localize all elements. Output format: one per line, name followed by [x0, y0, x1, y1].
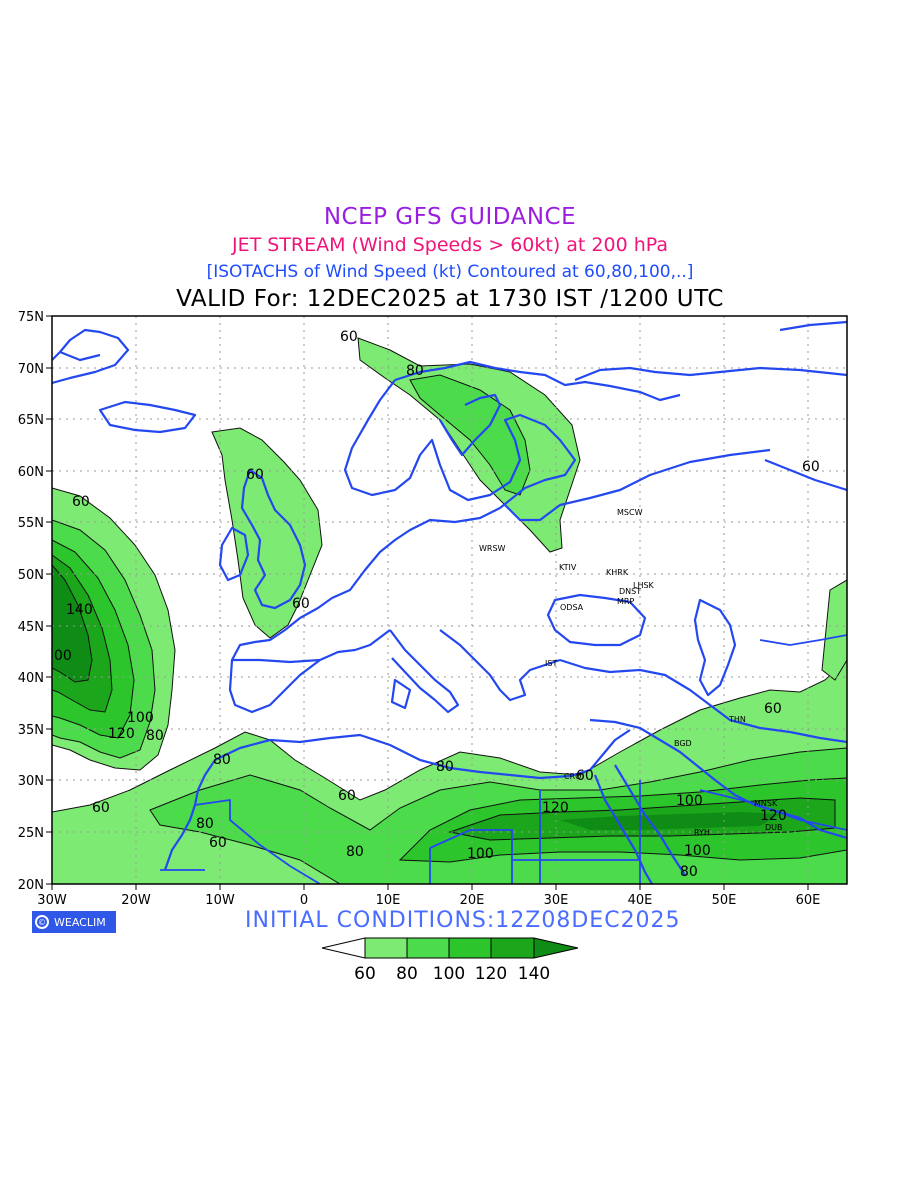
- initial-conditions: INITIAL CONDITIONS:12Z08DEC2025: [245, 908, 681, 933]
- contour-label: 120: [108, 726, 135, 742]
- contour-label: 80: [346, 844, 364, 860]
- contour-label: 80: [146, 728, 164, 744]
- lat-tick-label: 75N: [18, 310, 44, 325]
- city-label: CRO: [564, 772, 581, 781]
- lon-tick-label: 30E: [544, 893, 569, 908]
- lat-tick-label: 70N: [18, 362, 44, 377]
- city-label: WRSW: [479, 544, 506, 553]
- city-label: MSCW: [617, 508, 643, 517]
- lon-tick-label: 0: [300, 893, 308, 908]
- city-label: RYH: [694, 828, 710, 837]
- contour-label: 80: [213, 752, 231, 768]
- contour-label: 100: [127, 710, 154, 726]
- contour-label: 120: [760, 808, 787, 824]
- contour-label: 60: [576, 768, 594, 784]
- legend-swatch-100-120: [448, 937, 492, 959]
- axis-ticks: [46, 315, 809, 890]
- isotach-region-britain: [211, 427, 323, 639]
- color-legend: [321, 937, 579, 959]
- legend-label: 100: [433, 964, 465, 984]
- longitude-labels: 30W 20W 10W 0 10E 20E 30E 40E 50E 60E: [37, 893, 820, 908]
- contour-label: 60: [292, 596, 310, 612]
- isotach-region-scandinavia: [357, 337, 581, 553]
- lat-tick-label: 55N: [18, 516, 44, 531]
- contour-label: 60: [802, 459, 820, 475]
- title-valid-time: VALID For: 12DEC2025 at 1730 IST /1200 U…: [176, 286, 724, 312]
- contour-label: 60: [340, 329, 358, 345]
- coastlines: [52, 320, 847, 884]
- contour-label: 80: [436, 759, 454, 775]
- contour-label: 60: [338, 788, 356, 804]
- contour-label: 100: [467, 846, 494, 862]
- lon-tick-label: 50E: [712, 893, 737, 908]
- lon-tick-label: 40E: [628, 893, 653, 908]
- lat-tick-label: 45N: [18, 620, 44, 635]
- contour-label: 60: [246, 467, 264, 483]
- lat-tick-label: 35N: [18, 723, 44, 738]
- isotach-region-atlantic-east: [821, 579, 847, 681]
- contour-label: 80: [196, 816, 214, 832]
- city-label: DNST: [619, 587, 641, 596]
- city-label: KTIV: [559, 563, 577, 572]
- contour-label: 60: [72, 494, 90, 510]
- title-ncep-gfs: NCEP GFS GUIDANCE: [323, 204, 577, 230]
- contour-label: 120: [542, 800, 569, 816]
- isotach-region-atlantic-140: [52, 564, 93, 683]
- lat-tick-label: 20N: [18, 878, 44, 893]
- contour-label: 60: [92, 800, 110, 816]
- lon-tick-label: 10E: [376, 893, 401, 908]
- lon-tick-label: 60E: [796, 893, 821, 908]
- lat-tick-label: 60N: [18, 465, 44, 480]
- city-label: LHSK: [633, 581, 655, 590]
- legend-swatch-60-80: [364, 937, 408, 959]
- contour-label: 60: [764, 701, 782, 717]
- lat-tick-label: 40N: [18, 671, 44, 686]
- logo-text: WEACLIM: [54, 915, 106, 929]
- lon-tick-label: 10W: [205, 893, 235, 908]
- lon-tick-label: 20W: [121, 893, 151, 908]
- map-frame: [51, 315, 848, 885]
- city-label: IST: [545, 659, 557, 668]
- city-label: ODSA: [560, 603, 584, 612]
- lon-tick-label: 20E: [460, 893, 485, 908]
- copyright-ring-icon: ©: [35, 915, 49, 929]
- lat-tick-label: 50N: [18, 568, 44, 583]
- city-labels: MSCW WRSW KTIV KHRK LHSK DNST MRP ODSA I…: [479, 508, 783, 837]
- map-plot-area: 60 80 60 60 60 140 00 100 120 80 80 60 8…: [52, 316, 847, 884]
- contour-label: 80: [680, 864, 698, 880]
- contour-label: 100: [676, 793, 703, 809]
- legend-swatch-below-60: [321, 937, 366, 959]
- contour-label: 00: [54, 648, 72, 664]
- legend-label: 140: [518, 964, 550, 984]
- contour-label: 140: [66, 602, 93, 618]
- legend-swatch-80-100: [406, 937, 450, 959]
- city-label: MRP: [617, 597, 634, 606]
- contour-label: 80: [406, 363, 424, 379]
- city-label: BGD: [674, 739, 692, 748]
- legend-label: 80: [396, 964, 418, 984]
- city-label: MNSK: [754, 799, 778, 808]
- legend-swatch-above-140: [533, 937, 579, 959]
- title-isotachs: [ISOTACHS of Wind Speed (kt) Contoured a…: [206, 262, 694, 282]
- legend-swatch-120-140: [490, 937, 535, 959]
- legend-labels: 60 80 100 120 140: [354, 964, 550, 984]
- city-label: KHRK: [606, 568, 629, 577]
- city-label: DUB: [765, 823, 783, 832]
- lat-tick-label: 30N: [18, 774, 44, 789]
- lon-tick-label: 30W: [37, 893, 67, 908]
- lat-tick-label: 25N: [18, 826, 44, 841]
- contour-label: 100: [684, 843, 711, 859]
- lat-tick-label: 65N: [18, 413, 44, 428]
- title-jet-stream: JET STREAM (Wind Speeds > 60kt) at 200 h…: [231, 234, 669, 256]
- city-label: THN: [728, 715, 746, 724]
- legend-label: 120: [475, 964, 507, 984]
- weaclim-logo: © WEACLIM: [32, 911, 116, 933]
- contour-labels: 60 80 60 60 60 140 00 100 120 80 80 60 8…: [54, 329, 820, 880]
- latitude-labels: 75N 70N 65N 60N 55N 50N 45N 40N 35N 30N …: [18, 310, 44, 893]
- legend-label: 60: [354, 964, 376, 984]
- contour-label: 60: [209, 835, 227, 851]
